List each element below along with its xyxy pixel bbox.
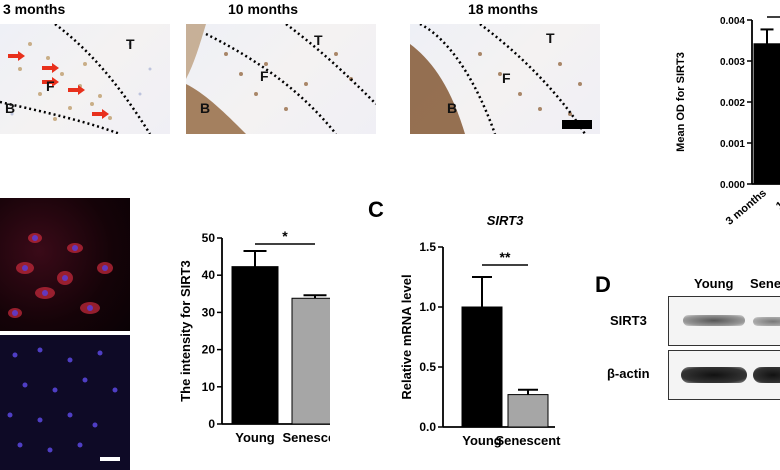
y-tick-label: 0.004 [720, 16, 745, 27]
y-tick-label: 30 [202, 305, 216, 319]
y-tick-label: 0.002 [720, 98, 745, 109]
zone-label-bone: B [5, 100, 16, 116]
y-tick-label: 1.0 [419, 300, 436, 314]
y-axis-label: Relative mRNA level [399, 274, 414, 399]
y-tick-label: 0.5 [419, 360, 436, 374]
y-tick-label: 20 [202, 343, 216, 357]
chart-title: SIRT3 [487, 213, 524, 228]
panel-letter-c: C [368, 197, 384, 222]
y-axis-label: Mean OD for SIRT3 [675, 52, 687, 152]
tissue-image-10-months: T F B [186, 24, 376, 134]
fluorescence-image-senescent [0, 335, 130, 470]
y-axis-label: The intensity for SIRT3 [178, 260, 193, 402]
bar-senescent [507, 394, 549, 428]
y-tick-label: 0.0 [419, 420, 436, 434]
chart-intensity: 0 10 20 30 40 50 The intensity for SIRT3 Young S… [178, 228, 330, 445]
scale-bar [562, 120, 592, 129]
month-label-3: 3 months [3, 1, 66, 17]
tissue-image-3-months: T F B [0, 24, 170, 134]
y-tick-label: 1.5 [419, 240, 436, 254]
y-tick-label: 50 [202, 231, 216, 245]
significance-marker: * [282, 228, 288, 244]
zone-label-bone: B [200, 100, 211, 116]
zone-label-fibrocartilage: F [46, 78, 55, 94]
x-tick-label: 10 m [774, 187, 780, 212]
zone-label-fibrocartilage: F [260, 68, 269, 84]
bar-young [231, 266, 279, 425]
x-tick-label: 3 months [724, 187, 769, 228]
x-tick-label: Senescent [495, 433, 561, 448]
blot-column-young: Young [694, 276, 734, 291]
x-tick-label: Young [462, 433, 502, 448]
blot-row-actin: β-actin [607, 366, 650, 381]
y-tick-label: 40 [202, 268, 216, 282]
significance-marker: ** [500, 249, 511, 265]
panel-letter-d: D [595, 272, 611, 297]
tissue-image-18-months: T F B [410, 24, 600, 134]
zone-label-bone: B [447, 100, 458, 116]
y-tick-label: 0.000 [720, 180, 745, 191]
zone-label-tendon: T [314, 32, 323, 48]
fluorescence-image-young [0, 198, 130, 331]
blot-column-senescent: Sene [750, 276, 780, 291]
month-label-18: 18 months [468, 1, 539, 17]
bar-young [461, 306, 503, 428]
month-label-10: 10 months [228, 1, 299, 17]
bar-senescent [291, 297, 330, 425]
y-tick-label: 0.001 [720, 139, 745, 150]
chart-mean-od: 0.000 0.001 0.002 0.003 0.004 Mean OD for SIR… [675, 16, 780, 228]
zone-label-tendon: T [126, 36, 135, 52]
y-tick-label: 10 [202, 380, 216, 394]
scale-bar [100, 457, 120, 461]
y-tick-label: 0 [208, 417, 215, 431]
chart-mrna: 0.0 0.5 1.0 1.5 Relative mRNA level YoungSene… [399, 213, 561, 448]
y-tick-label: 0.003 [720, 57, 745, 68]
x-tick-label: Young [235, 430, 275, 445]
zone-label-fibrocartilage: F [502, 70, 511, 86]
bar-3-months [753, 43, 780, 185]
blot-band-sirt3 [668, 296, 780, 346]
zone-label-tendon: T [546, 30, 555, 46]
blot-row-sirt3: SIRT3 [610, 313, 647, 328]
blot-band-actin [668, 350, 780, 400]
x-tick-label: Senescent [282, 430, 330, 445]
